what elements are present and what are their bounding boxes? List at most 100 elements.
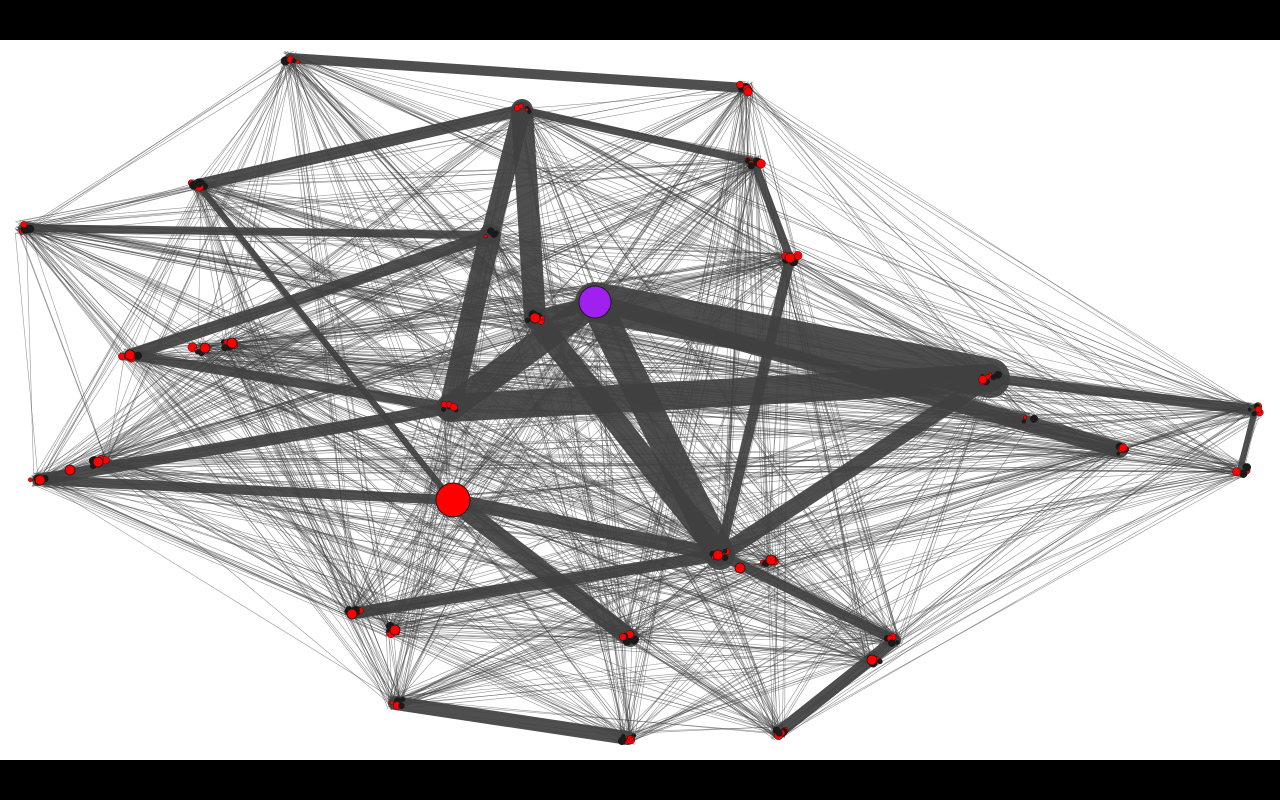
node-cluster[interactable] bbox=[1247, 402, 1264, 417]
graph-node[interactable] bbox=[747, 162, 755, 170]
graph-node[interactable] bbox=[518, 103, 524, 109]
graph-node[interactable] bbox=[189, 180, 198, 190]
graph-node[interactable] bbox=[385, 628, 390, 633]
graph-edge bbox=[18, 228, 202, 348]
graph-node[interactable] bbox=[736, 80, 745, 89]
graph-node[interactable] bbox=[524, 107, 529, 112]
graph-edge bbox=[102, 467, 446, 495]
graph-node[interactable] bbox=[784, 252, 796, 264]
network-graph[interactable] bbox=[0, 40, 1280, 760]
graph-node[interactable] bbox=[1021, 419, 1027, 424]
graph-edge bbox=[197, 184, 202, 350]
graph-node[interactable] bbox=[20, 221, 28, 228]
graph-node[interactable] bbox=[628, 736, 634, 742]
purple-hub-node[interactable] bbox=[578, 285, 612, 319]
graph-node[interactable] bbox=[199, 342, 211, 354]
graph-node[interactable] bbox=[743, 87, 753, 97]
graph-node[interactable] bbox=[887, 639, 896, 647]
graph-node[interactable] bbox=[524, 317, 531, 324]
graph-node[interactable] bbox=[1251, 411, 1257, 417]
graph-edge bbox=[592, 302, 628, 639]
graph-edge bbox=[747, 90, 751, 158]
node-cluster[interactable] bbox=[389, 696, 406, 710]
graph-edge bbox=[494, 230, 595, 304]
graph-node[interactable] bbox=[1116, 451, 1121, 456]
graph-edge bbox=[523, 108, 898, 647]
graph-node[interactable] bbox=[894, 640, 900, 645]
graph-node[interactable] bbox=[877, 658, 883, 665]
node-cluster[interactable] bbox=[978, 370, 1002, 386]
graph-node[interactable] bbox=[775, 729, 783, 737]
graph-node[interactable] bbox=[389, 624, 401, 636]
graph-node[interactable] bbox=[1242, 463, 1252, 472]
graph-edge bbox=[200, 347, 403, 702]
node-cluster[interactable] bbox=[617, 733, 637, 746]
graph-node[interactable] bbox=[398, 702, 405, 710]
graph-node[interactable] bbox=[738, 87, 744, 93]
graph-node[interactable] bbox=[765, 554, 777, 566]
node-cluster[interactable] bbox=[883, 633, 900, 647]
graph-node[interactable] bbox=[990, 374, 997, 381]
graph-node[interactable] bbox=[483, 234, 488, 239]
graph-node[interactable] bbox=[1247, 407, 1252, 412]
graph-node[interactable] bbox=[734, 562, 746, 574]
graph-edge bbox=[195, 344, 1024, 425]
graph-node[interactable] bbox=[1022, 415, 1028, 420]
graph-node[interactable] bbox=[124, 349, 136, 361]
node-cluster[interactable] bbox=[772, 726, 789, 740]
graph-node[interactable] bbox=[490, 230, 498, 238]
graph-node[interactable] bbox=[400, 696, 406, 702]
graph-node[interactable] bbox=[226, 337, 238, 349]
graph-node[interactable] bbox=[978, 375, 988, 384]
graph-node[interactable] bbox=[193, 347, 198, 352]
graph-node[interactable] bbox=[64, 464, 76, 476]
graph-node[interactable] bbox=[440, 406, 447, 412]
graph-node[interactable] bbox=[295, 59, 300, 64]
graph-node[interactable] bbox=[291, 58, 297, 64]
graph-node[interactable] bbox=[866, 654, 878, 666]
graph-node[interactable] bbox=[346, 608, 358, 620]
node-cluster[interactable] bbox=[1115, 442, 1129, 456]
node-cluster[interactable] bbox=[736, 80, 753, 97]
node-cluster[interactable] bbox=[18, 221, 35, 235]
node-cluster[interactable] bbox=[280, 55, 300, 66]
graph-canvas[interactable] bbox=[0, 40, 1280, 760]
node-cluster[interactable] bbox=[483, 227, 499, 239]
graph-node[interactable] bbox=[617, 737, 626, 746]
graph-node[interactable] bbox=[527, 109, 532, 115]
graph-node[interactable] bbox=[1254, 405, 1262, 413]
graph-node[interactable] bbox=[722, 548, 728, 554]
graph-node[interactable] bbox=[221, 344, 229, 352]
node-cluster[interactable] bbox=[513, 103, 532, 115]
node-cluster[interactable] bbox=[744, 156, 766, 170]
red-hub-node[interactable] bbox=[435, 482, 471, 518]
graph-node[interactable] bbox=[34, 474, 46, 486]
graph-node[interactable] bbox=[529, 312, 541, 324]
graph-node[interactable] bbox=[540, 315, 545, 321]
node-cluster[interactable] bbox=[619, 630, 639, 646]
graph-node[interactable] bbox=[1232, 467, 1241, 477]
graph-edge bbox=[356, 612, 784, 735]
graph-node[interactable] bbox=[621, 733, 626, 739]
graph-edge bbox=[624, 453, 1118, 643]
graph-node[interactable] bbox=[1118, 443, 1128, 453]
graph-node[interactable] bbox=[623, 639, 628, 645]
node-cluster[interactable] bbox=[187, 178, 209, 192]
graph-node[interactable] bbox=[619, 633, 627, 641]
graph-node[interactable] bbox=[28, 477, 33, 483]
node-cluster[interactable] bbox=[440, 401, 459, 413]
graph-edge bbox=[387, 475, 1243, 704]
graph-edge bbox=[765, 451, 1125, 561]
graph-edge bbox=[871, 471, 1241, 654]
graph-edge bbox=[42, 89, 746, 487]
node-cluster[interactable] bbox=[1021, 414, 1039, 424]
node-cluster[interactable] bbox=[1232, 463, 1252, 478]
graph-edge bbox=[95, 466, 629, 743]
graph-node[interactable] bbox=[92, 456, 104, 468]
graph-node[interactable] bbox=[1030, 414, 1038, 423]
graph-node[interactable] bbox=[389, 700, 395, 706]
graph-node[interactable] bbox=[756, 159, 766, 169]
graph-node[interactable] bbox=[712, 549, 724, 561]
graph-node[interactable] bbox=[449, 403, 458, 412]
graph-edge bbox=[14, 232, 38, 475]
